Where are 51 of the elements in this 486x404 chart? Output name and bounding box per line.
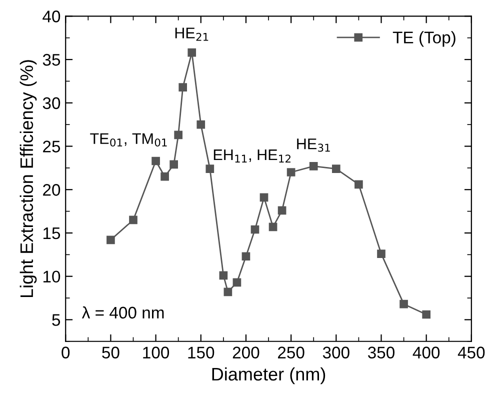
x-tick-label: 0: [62, 346, 70, 358]
annotation: EH$_{11}$, HE$_{12}$: [214, 150, 290, 163]
point: [286, 168, 296, 176]
annotation: HE$_{21}$: [175, 28, 208, 41]
point: [332, 164, 340, 173]
annotation: λ = 400 nm: [82, 306, 164, 319]
x-tick-label: 450: [458, 346, 485, 358]
annotation: TE$_{01}$, TM$_{01}$: [90, 133, 167, 147]
y-tick-label: 35: [42, 54, 60, 66]
point: [377, 250, 386, 258]
y-tick-label: 25: [43, 140, 60, 152]
point: [196, 120, 206, 129]
x-tick-label: 400: [412, 346, 440, 358]
point: [160, 172, 169, 181]
y-tick-label: 15: [43, 228, 60, 240]
point: [309, 162, 318, 170]
x-tick-label: 150: [188, 346, 214, 358]
point: [232, 278, 242, 287]
annotation: HE$_{31}$: [297, 138, 330, 152]
point: [206, 164, 214, 173]
point: [250, 225, 260, 234]
point: [400, 300, 408, 308]
point: [129, 216, 138, 224]
point: [224, 288, 232, 296]
x-tick-label: 250: [278, 346, 304, 358]
x-tick-label: 350: [368, 346, 394, 358]
x-tick-label: 300: [322, 346, 350, 358]
point: [170, 160, 178, 169]
y-tick-label: 5: [52, 314, 60, 326]
y-tick-label: 40: [42, 10, 60, 22]
x-tick-label: 50: [102, 346, 120, 358]
x-axis-title: Diameter (nm): [212, 367, 326, 384]
point: [188, 48, 196, 57]
y-axis-title: Light Extraction Efficiency (%): [20, 60, 37, 298]
point: [242, 252, 250, 261]
point: [178, 83, 188, 92]
point: [278, 206, 286, 215]
point: [268, 222, 278, 232]
y-tick-label: 30: [42, 97, 60, 110]
point: [219, 271, 228, 280]
point: [152, 156, 160, 166]
point: [422, 310, 430, 319]
point: [174, 130, 182, 140]
y-tick-label: 10: [43, 270, 60, 283]
point: [354, 180, 363, 189]
point: [260, 193, 268, 202]
y-tick-label: 20: [43, 184, 60, 196]
legend-label: TE (Top): [392, 31, 456, 47]
x-tick-label: 100: [143, 346, 170, 358]
x-tick-label: 200: [232, 346, 260, 358]
point: [106, 236, 115, 244]
